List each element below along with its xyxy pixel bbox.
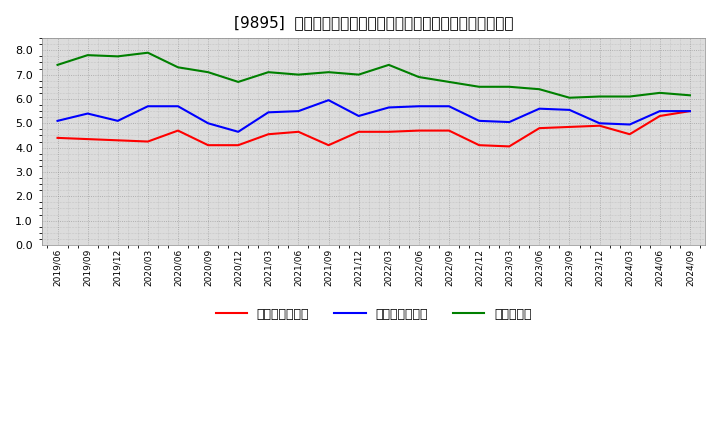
在庫回転率	[204, 70, 212, 75]
売上債権回転率	[204, 143, 212, 148]
買入債務回転率	[264, 110, 273, 115]
在庫回転率	[384, 62, 393, 67]
在庫回転率	[415, 74, 423, 80]
買入債務回転率	[294, 109, 303, 114]
在庫回転率	[626, 94, 634, 99]
買入債務回転率	[655, 109, 664, 114]
Title: [9895]  売上債権回転率、買入債務回転率、在庫回転率の推移: [9895] 売上債権回転率、買入債務回転率、在庫回転率の推移	[234, 15, 513, 30]
在庫回転率	[143, 50, 152, 55]
在庫回転率	[685, 93, 694, 98]
買入債務回転率	[445, 103, 454, 109]
売上債権回転率	[474, 143, 483, 148]
買入債務回転率	[535, 106, 544, 111]
売上債権回転率	[324, 143, 333, 148]
在庫回転率	[294, 72, 303, 77]
買入債務回転率	[626, 122, 634, 127]
買入債務回転率	[324, 98, 333, 103]
売上債権回転率	[535, 125, 544, 131]
在庫回転率	[535, 87, 544, 92]
Line: 売上債権回転率: 売上債権回転率	[58, 111, 690, 147]
売上債権回転率	[505, 144, 513, 149]
買入債務回転率	[204, 121, 212, 126]
買入債務回転率	[505, 119, 513, 125]
売上債権回転率	[234, 143, 243, 148]
売上債権回転率	[264, 132, 273, 137]
在庫回転率	[53, 62, 62, 67]
売上債権回転率	[595, 123, 604, 128]
買入債務回転率	[474, 118, 483, 124]
買入債務回転率	[174, 103, 182, 109]
Line: 買入債務回転率: 買入債務回転率	[58, 100, 690, 132]
売上債権回転率	[53, 135, 62, 140]
売上債権回転率	[415, 128, 423, 133]
買入債務回転率	[143, 103, 152, 109]
売上債権回転率	[114, 138, 122, 143]
在庫回転率	[474, 84, 483, 89]
買入債務回転率	[114, 118, 122, 124]
買入債務回転率	[595, 121, 604, 126]
買入債務回転率	[384, 105, 393, 110]
買入債務回転率	[415, 103, 423, 109]
買入債務回転率	[84, 111, 92, 116]
買入債務回転率	[685, 109, 694, 114]
買入債務回転率	[565, 107, 574, 113]
在庫回転率	[595, 94, 604, 99]
在庫回転率	[324, 70, 333, 75]
売上債権回転率	[84, 136, 92, 142]
在庫回転率	[234, 79, 243, 84]
在庫回転率	[114, 54, 122, 59]
在庫回転率	[264, 70, 273, 75]
買入債務回転率	[53, 118, 62, 124]
売上債権回転率	[294, 129, 303, 135]
在庫回転率	[445, 79, 454, 84]
売上債権回転率	[445, 128, 454, 133]
売上債権回転率	[565, 124, 574, 129]
買入債務回転率	[234, 129, 243, 135]
Line: 在庫回転率: 在庫回転率	[58, 53, 690, 98]
売上債権回転率	[626, 132, 634, 137]
在庫回転率	[655, 90, 664, 95]
Legend: 売上債権回転率, 買入債務回転率, 在庫回転率: 売上債権回転率, 買入債務回転率, 在庫回転率	[211, 303, 537, 326]
在庫回転率	[354, 72, 363, 77]
売上債権回転率	[143, 139, 152, 144]
買入債務回転率	[354, 114, 363, 119]
売上債権回転率	[174, 128, 182, 133]
売上債権回転率	[384, 129, 393, 135]
売上債権回転率	[655, 114, 664, 119]
在庫回転率	[505, 84, 513, 89]
在庫回転率	[84, 52, 92, 58]
在庫回転率	[565, 95, 574, 100]
在庫回転率	[174, 65, 182, 70]
売上債権回転率	[685, 109, 694, 114]
売上債権回転率	[354, 129, 363, 135]
